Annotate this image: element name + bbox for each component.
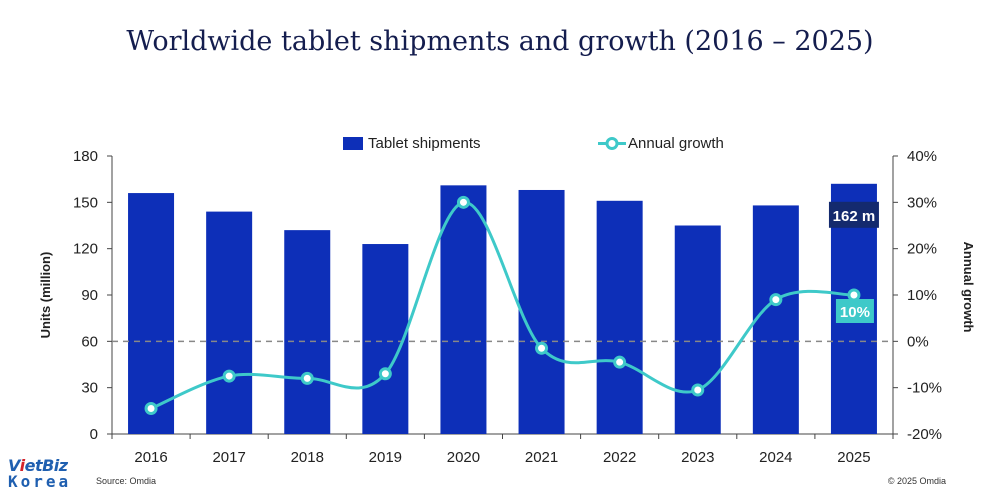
y-axis-title: Units (million) [38,252,53,339]
annotation-bar-label: 162 m [833,208,876,225]
y2-tick-label: 40% [907,148,937,165]
y-tick-label: 30 [81,380,98,397]
bar-2022 [596,200,643,434]
y2-tick-label: 20% [907,241,937,258]
y-tick-label: 60 [81,333,98,350]
y2-tick-label: 10% [907,287,937,304]
y2-tick-label: -20% [907,426,942,443]
bar-2024 [752,205,799,434]
growth-point-2016 [144,402,158,416]
x-tick-label: 2018 [291,449,324,466]
growth-point-2020 [456,195,470,209]
bar-2019 [362,244,409,434]
growth-point-2019 [378,367,392,381]
growth-point-2024 [769,293,783,307]
annotation-bar-box [828,201,879,228]
x-tick-label: 2024 [759,449,792,466]
x-tick-label: 2023 [681,449,714,466]
y-tick-label: 150 [73,194,98,211]
growth-line [150,200,855,410]
growth-point-2025 [847,288,861,302]
legend: Tablet shipments Annual growth [343,135,724,152]
x-tick-label: 2016 [134,449,167,466]
legend-line-marker [605,137,619,150]
y2-tick-label: -10% [907,380,942,397]
legend-bar-swatch [343,137,363,150]
source-note: Source: Omdia [96,476,157,486]
bar-2017 [206,211,253,434]
legend-line-label: Annual growth [628,135,724,152]
chart-title: Worldwide tablet shipments and growth (2… [126,26,874,57]
bar-2023 [674,225,721,434]
y-tick-label: 180 [73,148,98,165]
growth-point-2018 [300,371,314,385]
y-tick-label: 120 [73,241,98,258]
growth-point-2017 [222,369,236,383]
growth-point-2023 [691,383,705,397]
x-tick-label: 2022 [603,449,636,466]
growth-point-2022 [613,355,627,369]
y2-tick-label: 30% [907,194,937,211]
bar-2020 [440,185,487,434]
legend-bar-label: Tablet shipments [368,135,481,152]
y2-tick-label: 0% [907,333,929,350]
x-tick-label: 2017 [212,449,245,466]
bar-2021 [518,189,565,434]
copyright-note: © 2025 Omdia [887,476,946,486]
x-tick-label: 2019 [369,449,402,466]
y2-axis-title: Annual growth [961,242,976,333]
y-tick-label: 90 [81,287,98,304]
x-tick-label: 2020 [447,449,480,466]
x-tick-label: 2025 [837,449,870,466]
bar-2018 [284,230,331,434]
x-tick-label: 2021 [525,449,558,466]
annotation-growth-label: 10% [840,304,870,321]
growth-point-2021 [535,341,549,355]
annotation-growth-box [835,299,874,323]
y-tick-label: 0 [90,426,98,443]
vietbiz-logo: VietBiz Korea [8,456,72,491]
bar-2016 [128,193,175,434]
